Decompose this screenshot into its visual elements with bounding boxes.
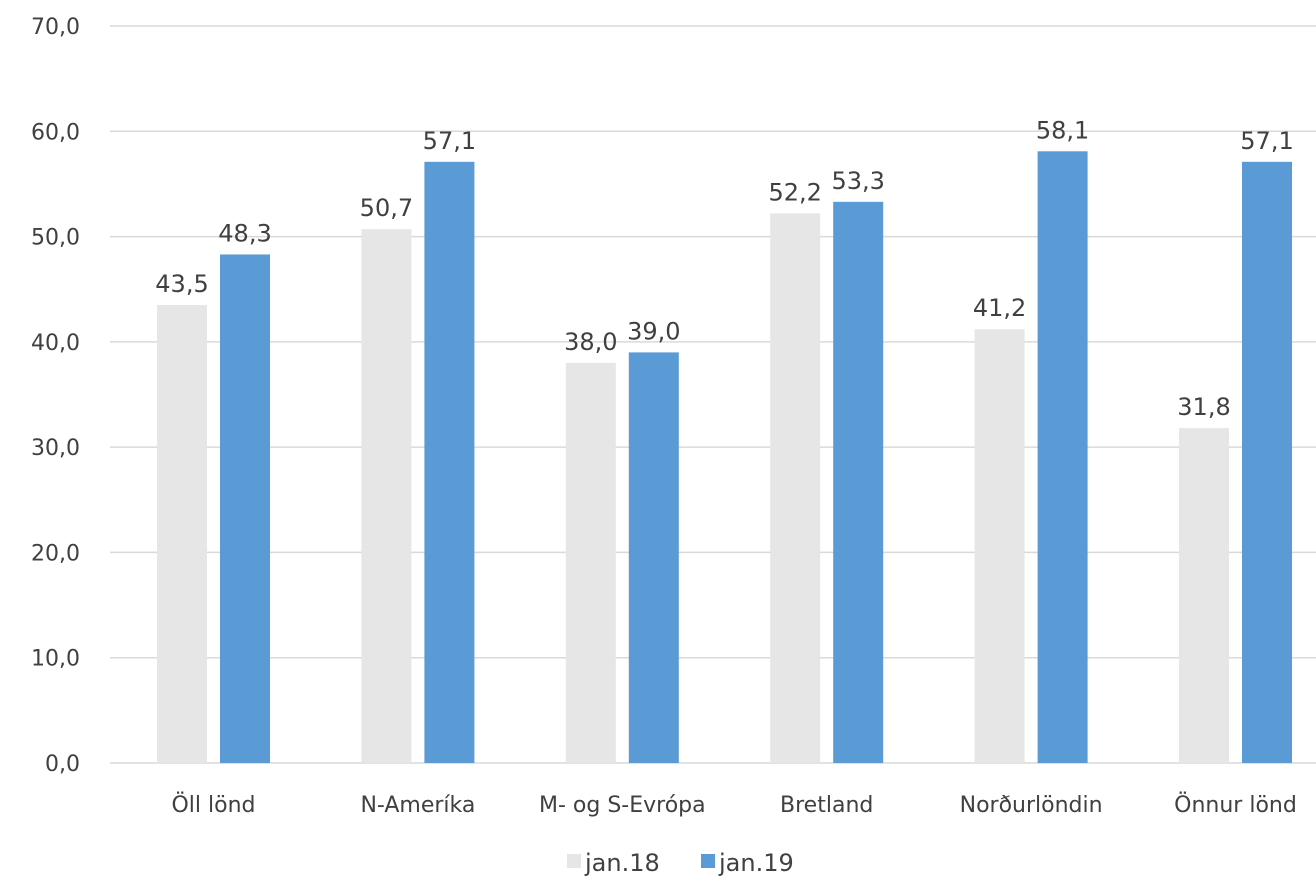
legend-label: jan.18 — [584, 849, 660, 877]
data-label: 57,1 — [1240, 127, 1293, 155]
y-axis-ticks: 0,0 10,0 20,0 30,0 40,0 50,0 60,0 70,0 — [31, 15, 80, 777]
y-tick-label: 40,0 — [31, 331, 80, 356]
data-label: 52,2 — [768, 178, 821, 206]
category-label: N-Ameríka — [360, 793, 475, 818]
bar-jan.19-5 — [1242, 161, 1292, 763]
category-label: Bretland — [780, 793, 873, 818]
bar-jan.19-1 — [424, 161, 475, 763]
data-label: 58,1 — [1036, 116, 1089, 144]
bar-jan.18-0 — [157, 305, 207, 763]
y-tick-label: 0,0 — [45, 752, 80, 777]
category-label: M- og S-Evrópa — [539, 793, 706, 818]
data-label: 41,2 — [973, 294, 1026, 322]
category-label: Önnur lönd — [1174, 792, 1297, 818]
data-label: 43,5 — [155, 270, 208, 298]
data-label: 48,3 — [218, 219, 271, 247]
y-tick-label: 60,0 — [31, 120, 80, 145]
y-tick-label: 20,0 — [31, 541, 80, 566]
bar-jan.18-5 — [1179, 428, 1229, 763]
y-tick-label: 30,0 — [31, 436, 80, 461]
x-axis-categories: Öll lönd N-Ameríka M- og S-Evrópa Bretland N… — [171, 792, 1296, 818]
y-tick-label: 70,0 — [31, 15, 80, 40]
y-tick-label: 50,0 — [31, 226, 80, 251]
legend-label: jan.19 — [718, 849, 794, 877]
bar-jan.19-3 — [833, 201, 884, 763]
bar-jan.18-3 — [770, 213, 821, 763]
data-label: 57,1 — [423, 127, 476, 155]
bars — [157, 151, 1292, 764]
legend-swatch — [701, 854, 715, 868]
bar-jan.18-2 — [565, 362, 616, 763]
gridlines — [110, 25, 1316, 764]
category-label: Norðurlöndin — [960, 793, 1103, 818]
category-label: Öll lönd — [171, 792, 255, 818]
legend-swatch — [567, 854, 581, 868]
bar-jan.18-1 — [361, 229, 412, 764]
legend: jan.18 jan.19 — [567, 849, 794, 877]
data-label: 38,0 — [564, 328, 617, 356]
y-tick-label: 10,0 — [31, 647, 80, 672]
bar-jan.18-4 — [974, 329, 1025, 763]
data-labels: 43,5 50,7 38,0 52,2 41,2 31,8 48,3 57,1 39,0 53,3… — [155, 116, 1293, 421]
data-label: 53,3 — [831, 167, 884, 195]
data-label: 39,0 — [627, 317, 680, 345]
data-label: 31,8 — [1177, 393, 1230, 421]
data-label: 50,7 — [360, 194, 413, 222]
bar-jan.19-4 — [1037, 151, 1088, 764]
bar-jan.19-0 — [220, 254, 270, 763]
bar-jan.19-2 — [628, 352, 679, 763]
